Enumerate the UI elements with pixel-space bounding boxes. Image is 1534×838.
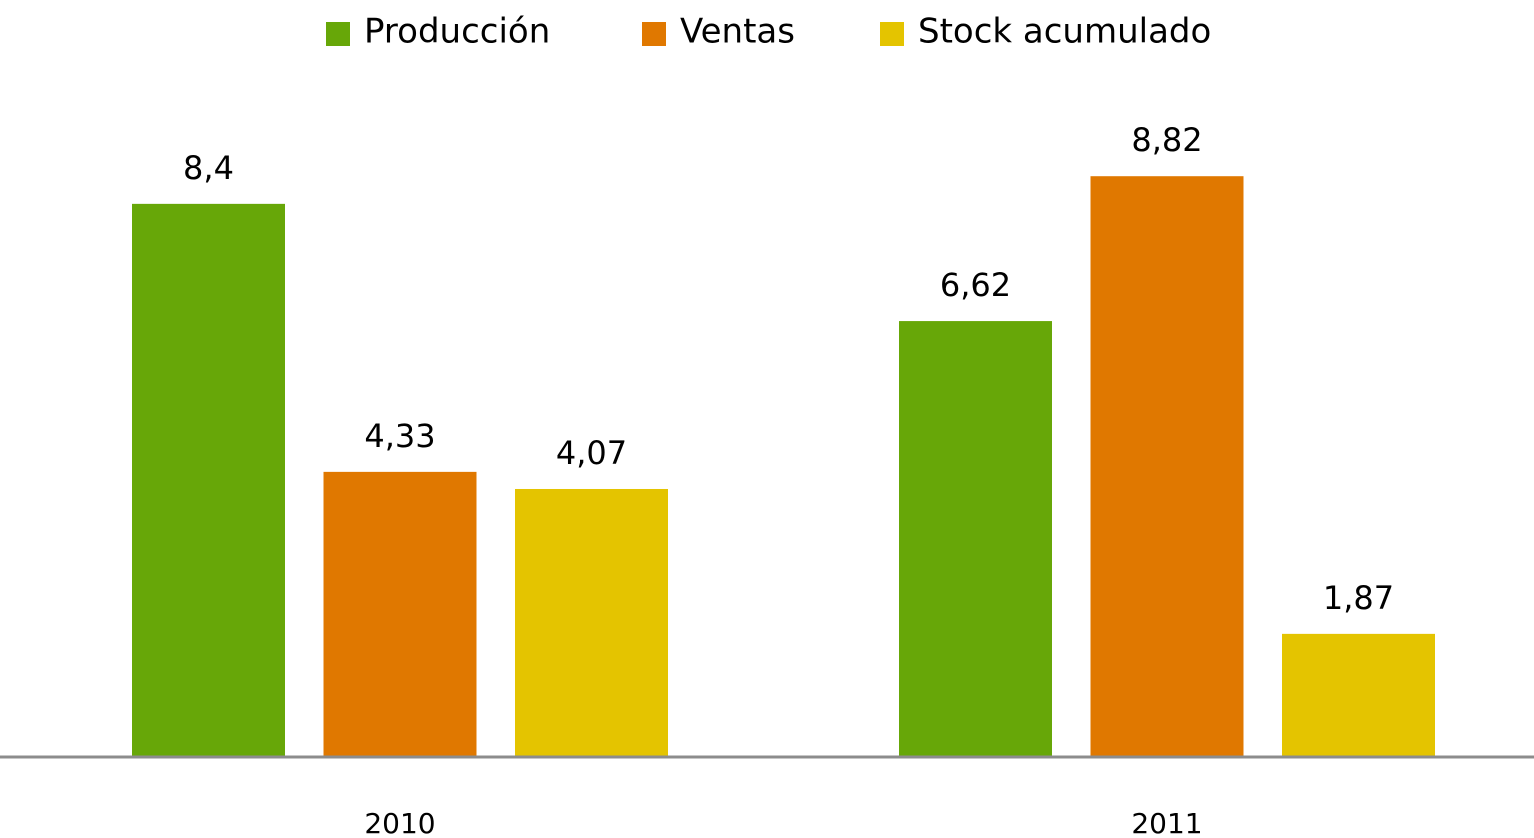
legend-text: Producción (364, 12, 550, 52)
value-label: 6,62 (940, 266, 1011, 304)
value-label: 1,87 (1323, 579, 1394, 617)
legend-swatch (880, 22, 904, 46)
legend-swatch (326, 22, 350, 46)
value-label: 4,07 (556, 434, 627, 472)
value-label: 4,33 (364, 417, 435, 455)
legend-swatch (642, 22, 666, 46)
value-label: 8,82 (1131, 121, 1202, 159)
bar (899, 321, 1052, 757)
legend-text: Ventas (680, 12, 795, 52)
bar (323, 471, 477, 757)
bar (515, 488, 668, 757)
bar (132, 203, 285, 758)
bar (1282, 633, 1435, 757)
bar (1090, 176, 1244, 757)
x-tick-label: 2011 (1131, 807, 1202, 838)
value-label: 8,4 (183, 149, 234, 187)
legend-text: Stock acumulado (918, 12, 1211, 52)
x-tick-label: 2010 (364, 807, 435, 838)
